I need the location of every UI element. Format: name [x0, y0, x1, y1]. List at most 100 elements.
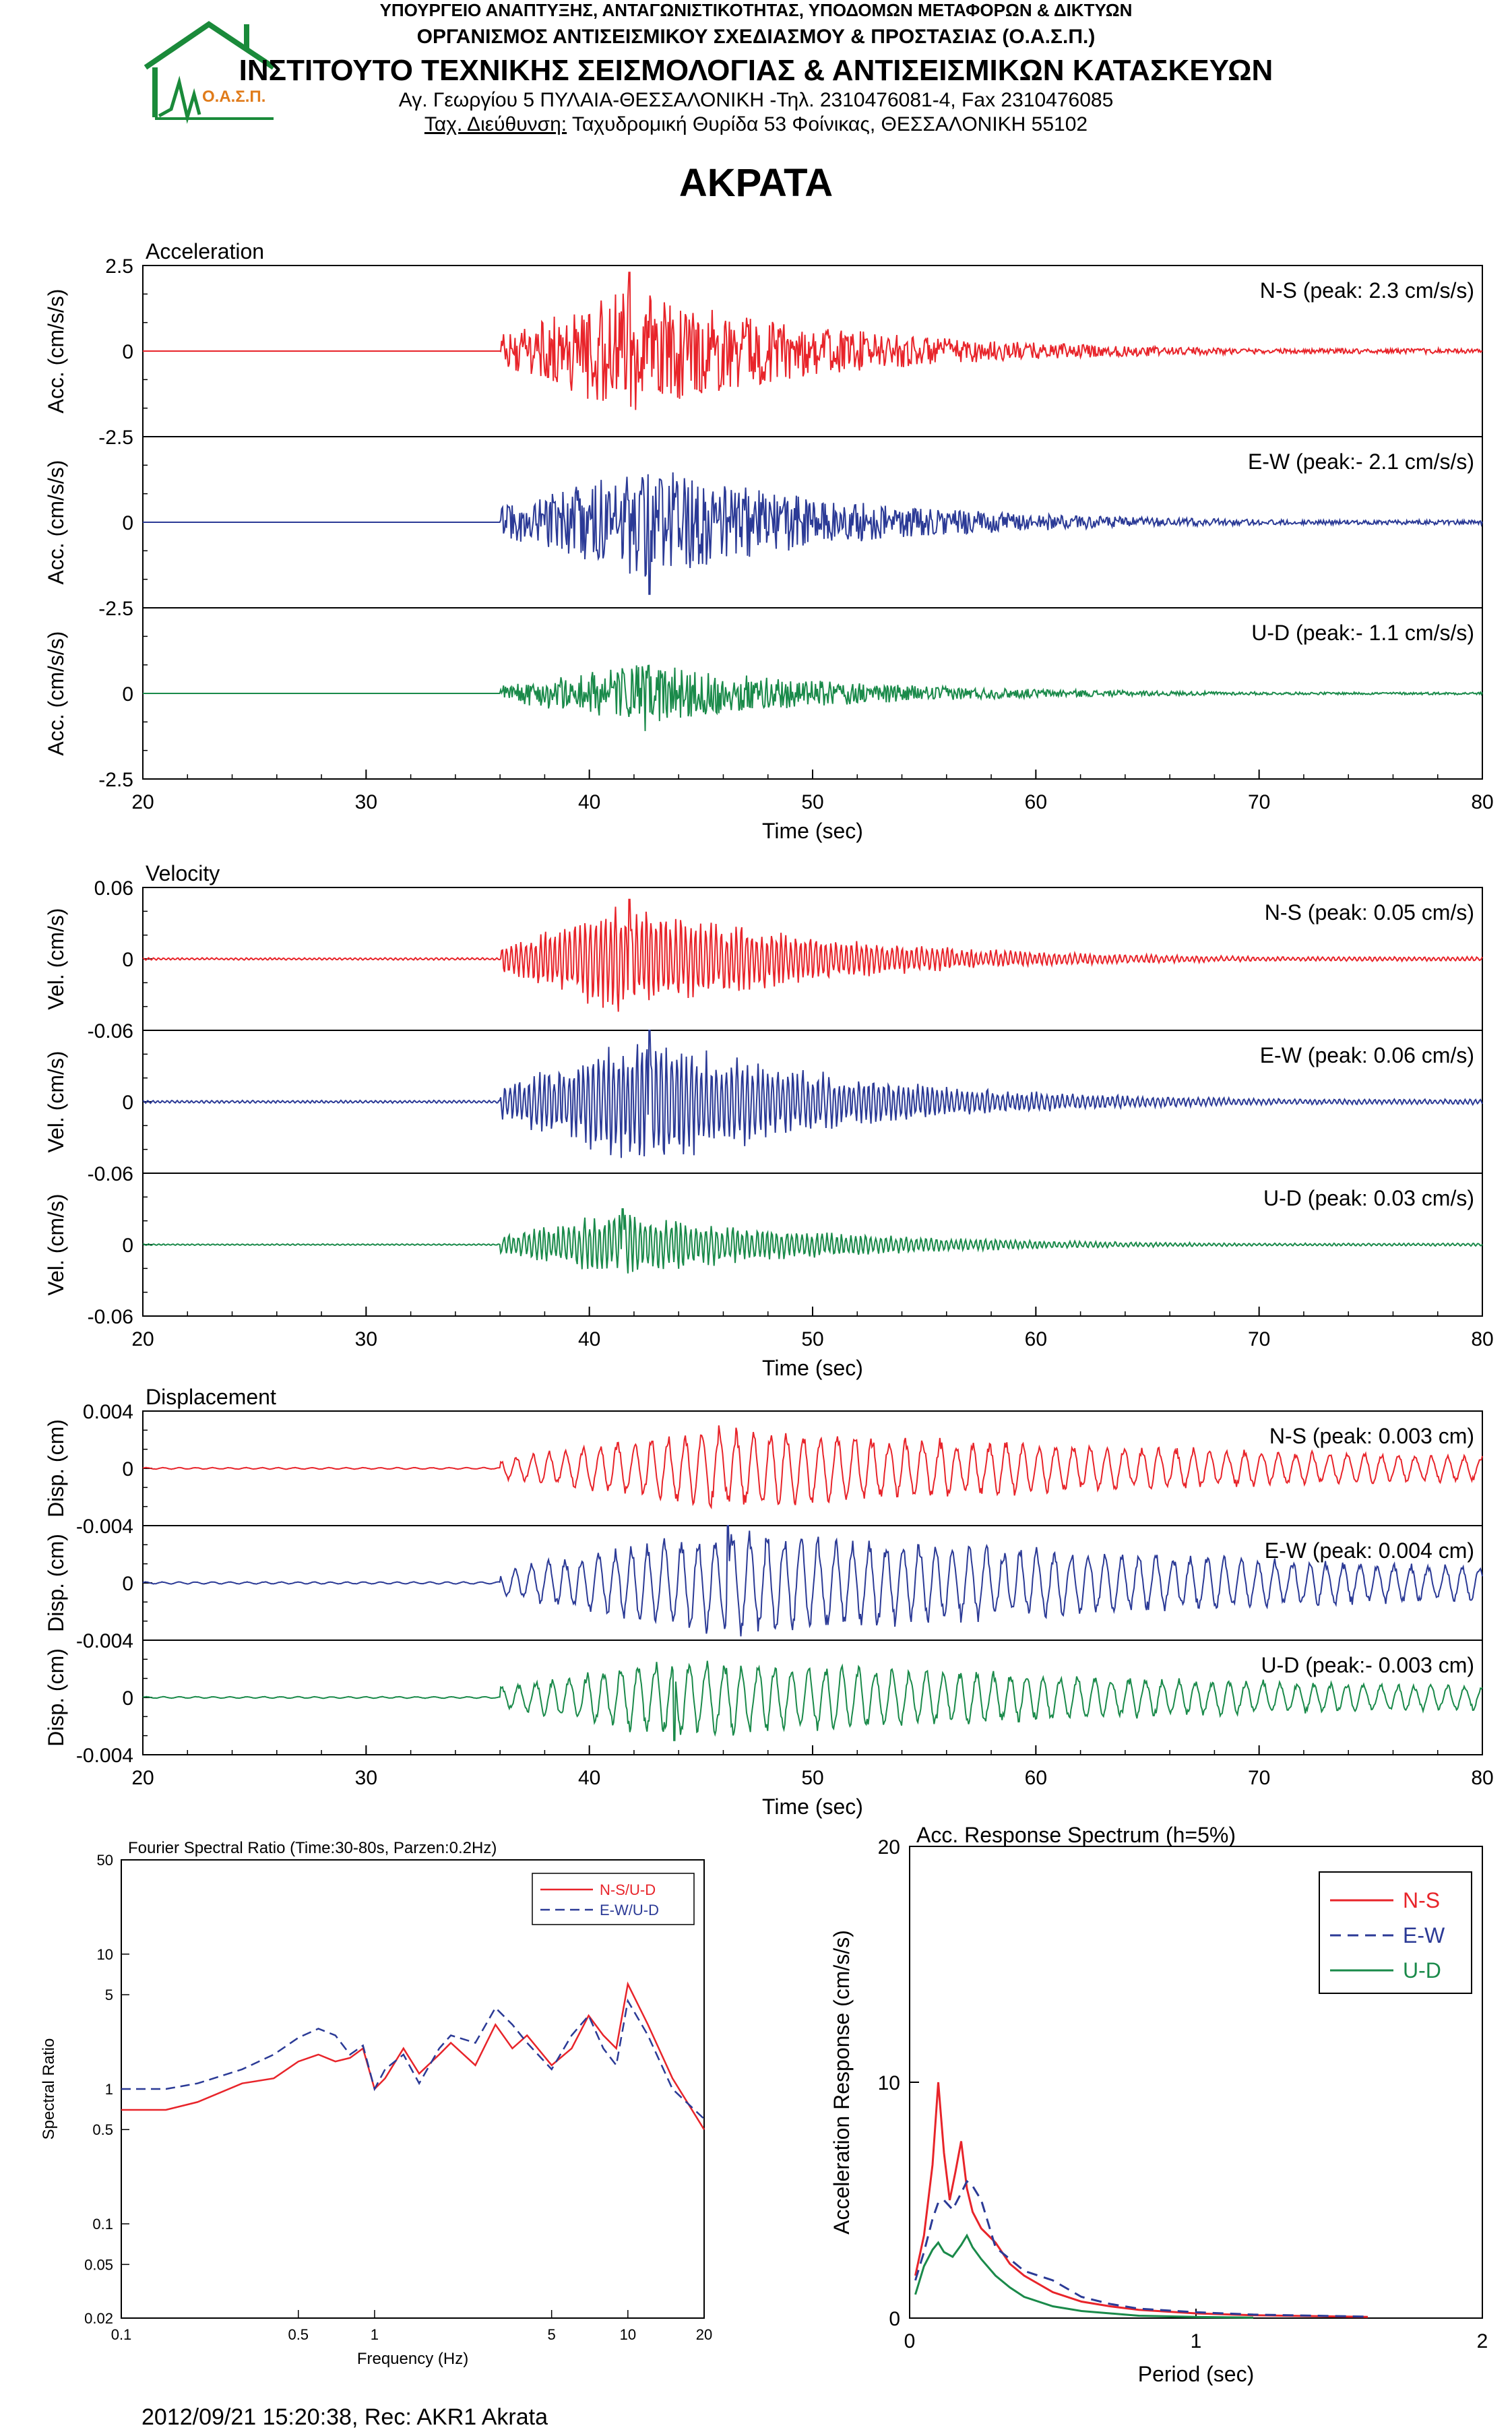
acceleration-chart: Acceleration 2.5 0 -2.5 Acc. (cm/s/s) N-S (pe…	[44, 239, 1494, 843]
y-tick-label: -0.004	[76, 1745, 133, 1767]
y-tick-label: -0.06	[88, 1163, 133, 1185]
series-label: U-D (peak:- 0.003 cm)	[1261, 1653, 1474, 1677]
y-tick-label: 0.1	[92, 2216, 113, 2233]
series-label: E-W (peak: 0.06 cm/s)	[1260, 1043, 1474, 1067]
y-tick-label: -2.5	[98, 769, 133, 791]
waveform-n-s	[142, 898, 1483, 1012]
series-line-u-d	[914, 2233, 1254, 2319]
y-tick-label: -0.004	[76, 1516, 133, 1538]
y-tick-label: 0	[122, 1687, 133, 1710]
y-tick-label: 1	[105, 2081, 113, 2098]
x-axis-label: Time (sec)	[762, 819, 863, 843]
y-axis-label: Vel. (cm/s)	[44, 908, 68, 1009]
record-footer: 2012/09/21 15:20:38, Rec: AKR1 Akrata	[141, 2404, 548, 2430]
y-tick-label: 5	[105, 1987, 113, 2003]
fourier-spectral-ratio-chart: Fourier Spectral Ratio (Time:30-80s, Par…	[40, 1839, 712, 2368]
y-tick-label: 0	[122, 1235, 133, 1257]
series-line-n-s	[914, 2082, 1368, 2318]
postal-label: Ταχ. Διεύθυνση:	[424, 113, 567, 135]
x-tick-label: 1	[371, 2326, 379, 2343]
y-tick-label: 0	[122, 1092, 133, 1114]
y-tick-label: 0.5	[92, 2121, 113, 2138]
waveform-u-d	[143, 664, 1483, 731]
x-tick-label: 2	[1477, 2330, 1488, 2352]
y-tick-label: 50	[97, 1852, 113, 1869]
y-tick-label: -2.5	[98, 598, 133, 620]
y-tick-label: 0.02	[84, 2310, 113, 2327]
x-tick-label: 50	[801, 791, 823, 813]
series-label: U-D (peak:- 1.1 cm/s/s)	[1251, 621, 1474, 645]
y-axis-label: Disp. (cm)	[44, 1648, 68, 1747]
series-label: N-S (peak: 0.05 cm/s)	[1265, 900, 1474, 925]
legend-label: E-W/U-D	[600, 1902, 659, 1918]
institute-title: ΙΝΣΤΙΤΟΥΤΟ ΤΕΧΝΙΚΗΣ ΣΕΙΣΜΟΛΟΓΙΑΣ & ΑΝΤΙΣ…	[239, 54, 1273, 87]
station-title: ΑΚΡΑΤΑ	[679, 161, 833, 205]
y-tick-label: 0.004	[83, 1401, 133, 1423]
y-axis-label: Vel. (cm/s)	[44, 1051, 68, 1152]
x-tick-label: 1	[1191, 2330, 1202, 2352]
y-tick-label: 0.05	[84, 2256, 113, 2273]
y-tick-label: 20	[878, 1836, 900, 1859]
series-line-e-w	[914, 2179, 1368, 2318]
x-tick-label: 50	[801, 1328, 823, 1350]
organization-line: ΟΡΓΑΝΙΣΜΟΣ ΑΝΤΙΣΕΙΣΜΙΚΟΥ ΣΧΕΔΙΑΣΜΟΥ & ΠΡ…	[416, 26, 1096, 48]
oasp-logo	[144, 21, 276, 124]
y-tick-label: -0.06	[88, 1306, 133, 1328]
legend-label: U-D	[1403, 1958, 1441, 1983]
displacement-chart: Displacement 0.004 0 -0.004 Disp. (cm) N-S (p…	[44, 1385, 1494, 1819]
x-tick-label: 20	[131, 1328, 154, 1350]
y-tick-label: 0	[122, 1573, 133, 1595]
chart-title: Acceleration	[146, 239, 264, 263]
y-tick-label: 0	[122, 341, 133, 363]
x-tick-label: 30	[355, 1767, 377, 1789]
x-tick-label: 70	[1248, 1767, 1270, 1789]
waveform-n-s	[142, 1425, 1483, 1509]
x-tick-label: 0.1	[111, 2326, 132, 2343]
y-tick-label: -0.004	[76, 1630, 133, 1652]
y-tick-label: 0	[122, 512, 133, 534]
y-axis-label: Acc. (cm/s/s)	[44, 631, 68, 756]
x-tick-label: 40	[578, 791, 600, 813]
y-axis-label: Acc. (cm/s/s)	[44, 460, 68, 585]
chart-title: Fourier Spectral Ratio (Time:30-80s, Par…	[128, 1839, 497, 1857]
x-axis-label: Frequency (Hz)	[357, 2350, 468, 2368]
legend-box	[1319, 1871, 1472, 1994]
y-tick-label: 0	[122, 683, 133, 706]
x-tick-label: 30	[355, 791, 377, 813]
x-tick-label: 70	[1248, 791, 1270, 813]
x-tick-label: 5	[548, 2326, 556, 2343]
series-line-1	[121, 1981, 705, 2130]
y-axis-label: Acceleration Response (cm/s/s)	[829, 1930, 854, 2235]
waveform-e-w	[143, 472, 1483, 595]
postal-line: Ταχ. Διεύθυνση: Ταχυδρομική Θυρίδα 53 Φο…	[0, 113, 1512, 136]
x-tick-label: 10	[620, 2326, 636, 2343]
x-tick-label: 0	[904, 2330, 916, 2352]
x-tick-label: 80	[1471, 791, 1493, 813]
postal-value: Ταχυδρομική Θυρίδα 53 Φοίνικας, ΘΕΣΣΑΛΟΝ…	[567, 113, 1088, 135]
x-tick-label: 20	[131, 791, 154, 813]
y-tick-label: 0.06	[94, 877, 133, 900]
x-tick-label: 60	[1025, 1328, 1047, 1350]
x-tick-label: 20	[131, 1767, 154, 1789]
waveform-e-w	[142, 1525, 1483, 1637]
logo-text: Ο.Α.Σ.Π.	[202, 88, 266, 106]
series-label: N-S (peak: 2.3 cm/s/s)	[1260, 278, 1474, 303]
x-axis-label: Time (sec)	[762, 1795, 863, 1819]
y-axis-label: Acc. (cm/s/s)	[44, 289, 68, 414]
x-tick-label: 80	[1471, 1767, 1493, 1789]
y-tick-label: 2.5	[105, 255, 133, 278]
response-spectrum-chart: Acc. Response Spectrum (h=5%) 20 10 00 1 2 Per…	[829, 1823, 1488, 2385]
y-axis-label: Vel. (cm/s)	[44, 1193, 68, 1295]
x-tick-label: 60	[1025, 1767, 1047, 1789]
x-tick-label: 70	[1248, 1328, 1270, 1350]
y-tick-label: 0	[122, 949, 133, 971]
y-axis-label: Spectral Ratio	[40, 2038, 58, 2140]
x-tick-label: 40	[578, 1767, 600, 1789]
series-label: N-S (peak: 0.003 cm)	[1269, 1424, 1474, 1448]
y-tick-label: 10	[878, 2072, 900, 2094]
x-tick-label: 20	[696, 2326, 712, 2343]
legend-box	[532, 1873, 695, 1925]
series-label: U-D (peak: 0.03 cm/s)	[1263, 1186, 1474, 1210]
x-tick-label: 60	[1025, 791, 1047, 813]
address-line: Αγ. Γεωργίου 5 ΠΥΛΑΙΑ-ΘΕΣΣΑΛΟΝΙΚΗ -Τηλ. …	[398, 89, 1114, 111]
